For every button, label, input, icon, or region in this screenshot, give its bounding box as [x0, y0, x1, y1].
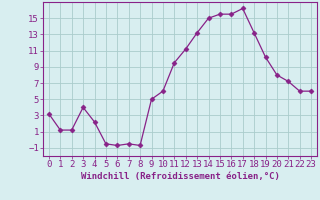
X-axis label: Windchill (Refroidissement éolien,°C): Windchill (Refroidissement éolien,°C): [81, 172, 279, 181]
